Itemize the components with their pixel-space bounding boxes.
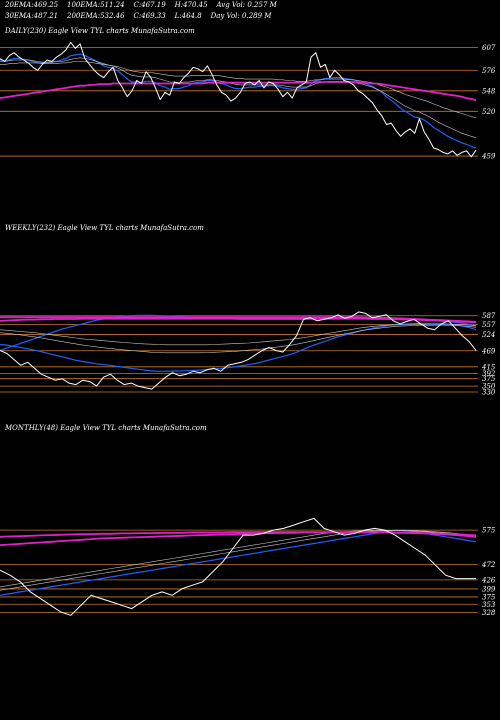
- daily-panel-title: DAILY(230) Eagle View TYL charts MunafaS…: [5, 27, 195, 35]
- weekly-level-label: 350: [482, 383, 496, 391]
- daily-ema-mid-line: [0, 61, 477, 119]
- weekly-level-label: 524: [482, 331, 495, 339]
- weekly-ema-short-line: [0, 314, 477, 352]
- monthly-level-label: 472: [481, 561, 496, 569]
- weekly-level-label: 415: [481, 363, 496, 371]
- monthly-level-label: 328: [482, 609, 496, 617]
- stat-avg-vol: Avg Vol: 0.257 M: [216, 1, 277, 9]
- stat-close-1: C:467.19: [133, 1, 166, 9]
- weekly-ema-long-line: [0, 317, 477, 324]
- daily-level-label: 459: [481, 153, 496, 161]
- weekly-level-label: 392: [482, 370, 496, 378]
- daily-ema-short-line: [0, 53, 477, 149]
- monthly-ema-mid-line: [0, 530, 477, 591]
- weekly-level-label: 375: [482, 375, 496, 383]
- stat-low: L:464.8: [174, 12, 202, 20]
- monthly-level-label: 375: [482, 593, 496, 601]
- stat-close-2: C:469.33: [133, 12, 166, 20]
- stat-day-vol: Day Vol: 0.289 M: [210, 12, 272, 20]
- weekly-price-line: [0, 311, 477, 390]
- weekly-ema-long-line: [0, 316, 477, 323]
- weekly-level-label: 587: [482, 312, 496, 320]
- monthly-level-label: 426: [481, 576, 496, 584]
- header-stats-row-2: 30EMA:487.21 200EMA:532.46 C:469.33 L:46…: [5, 12, 271, 20]
- daily-level-label: 520: [482, 108, 496, 116]
- weekly-ema-mid-line: [0, 324, 477, 354]
- weekly-panel-title: WEEKLY(232) Eagle View TYL charts Munafa…: [5, 224, 204, 232]
- daily-ema-long-line: [0, 81, 477, 102]
- stat-high: H:470.45: [174, 1, 208, 9]
- monthly-level-label: 399: [482, 585, 496, 593]
- stat-30ema: 30EMA:487.21: [5, 12, 59, 20]
- weekly-ema-mid-line: [0, 323, 477, 346]
- monthly-level-label: 353: [482, 601, 496, 609]
- monthly-ema-mid-line: [0, 530, 477, 588]
- stat-20ema: 20EMA:469.25: [5, 1, 59, 9]
- stat-200ema: 200EMA:532.46: [67, 12, 125, 20]
- weekly-level-label: 557: [482, 321, 496, 329]
- daily-ema-mid-line: [0, 57, 477, 138]
- monthly-ema-short-line: [0, 529, 477, 596]
- daily-level-label: 576: [482, 67, 496, 75]
- stat-100ema: 100EMA:511.24: [67, 1, 125, 9]
- daily-level-label: 607: [482, 44, 496, 52]
- daily-panel: 607 576 548 520 459: [0, 41, 496, 161]
- monthly-ema-long-line: [0, 531, 477, 546]
- monthly-level-label: 575: [482, 527, 496, 535]
- header-stats-row-1: 20EMA:469.25 100EMA:511.24 C:467.19 H:47…: [5, 1, 277, 9]
- monthly-panel-title: MONTHLY(48) Eagle View TYL charts Munafa…: [5, 424, 207, 432]
- weekly-ema-short-line: [0, 323, 477, 372]
- weekly-level-label: 469: [481, 347, 496, 355]
- daily-level-label: 548: [482, 87, 496, 95]
- daily-price-line: [0, 41, 477, 158]
- monthly-price-line: [0, 517, 476, 616]
- weekly-level-label: 330: [482, 389, 496, 397]
